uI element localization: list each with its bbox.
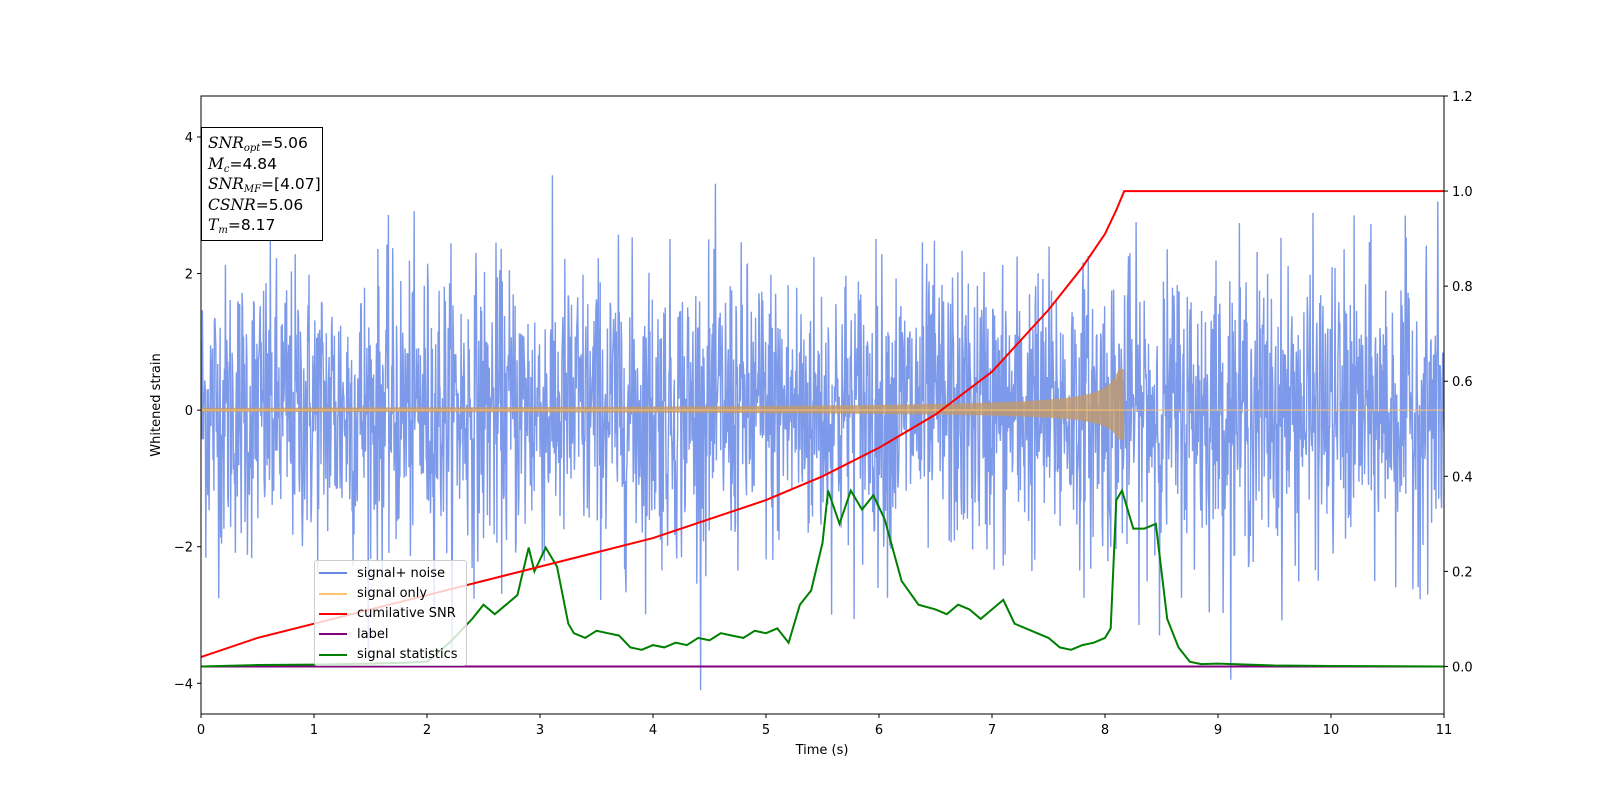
legend-label: cumilative SNR: [357, 606, 456, 622]
legend-swatch: [319, 653, 347, 656]
series-signal-statistics: [201, 488, 1444, 668]
info-snr-mf: SNRMF=[4.07]: [208, 175, 321, 195]
series-signal-plus-noise: [201, 175, 1444, 691]
y-right-tick-label: 1.2: [1452, 90, 1473, 105]
y-right-tick-label: 0.8: [1452, 280, 1473, 295]
legend-label: signal+ noise: [357, 565, 446, 581]
y-right-tick-label: 0.6: [1452, 375, 1473, 390]
x-axis-label: Time (s): [795, 743, 849, 758]
info-box: SNRopt=5.06 Mc=4.84 SNRMF=[4.07] CSNR=5.…: [201, 127, 323, 241]
snr-opt-value: 5.06: [273, 134, 308, 152]
y-axis-left: −4 −2 0 2 4: [174, 131, 201, 692]
legend-item-label: label: [319, 624, 466, 644]
csnr-value: 5.06: [268, 195, 304, 214]
legend: signal+ noise signal only cumilative SNR…: [314, 560, 467, 666]
legend-label: signal statistics: [357, 647, 458, 663]
x-tick-label: 9: [1214, 723, 1222, 738]
legend-item-signal-noise: signal+ noise: [319, 563, 466, 583]
y-right-tick-label: 0.2: [1452, 565, 1473, 580]
info-mc: Mc=4.84: [208, 154, 277, 175]
x-tick-label: 3: [536, 723, 544, 738]
y-left-tick-label: 2: [185, 268, 193, 283]
legend-swatch: [319, 612, 347, 615]
x-tick-label: 8: [1101, 723, 1109, 738]
legend-item-signal-statistics: signal statistics: [319, 645, 466, 665]
y-right-tick-label: 0.0: [1452, 660, 1473, 675]
x-tick-label: 1: [310, 723, 318, 738]
legend-item-signal-only: signal only: [319, 583, 466, 603]
x-tick-label: 6: [875, 723, 883, 738]
x-tick-label: 2: [423, 723, 431, 738]
y-axis-label: Whitened strain: [149, 353, 164, 456]
x-axis: 0 1 2 3 4 5 6 7 8 9 10 11: [197, 714, 1452, 738]
x-tick-label: 0: [197, 723, 205, 738]
x-tick-label: 4: [649, 723, 657, 738]
legend-swatch: [319, 572, 347, 575]
legend-item-cumulative-snr: cumilative SNR: [319, 604, 466, 624]
x-tick-label: 10: [1323, 723, 1340, 738]
mc-value: 4.84: [242, 154, 277, 173]
y-left-tick-label: −4: [174, 677, 193, 692]
tm-value: 8.17: [240, 216, 276, 234]
x-tick-label: 5: [762, 723, 770, 738]
snr-mf-value: [4.07]: [274, 175, 321, 193]
y-right-tick-label: 1.0: [1452, 185, 1473, 200]
legend-label: label: [357, 626, 389, 642]
plot-frame: [200, 95, 1445, 715]
y-left-tick-label: 4: [185, 131, 193, 146]
legend-swatch: [319, 592, 347, 595]
x-tick-label: 7: [988, 723, 996, 738]
series-signal-only-envelope: [201, 369, 1125, 440]
info-snr-opt: SNRopt=5.06: [208, 134, 308, 154]
x-tick-label: 11: [1436, 723, 1453, 738]
y-left-tick-label: −2: [174, 541, 193, 556]
legend-swatch: [319, 633, 347, 636]
y-axis-right: 0.0 0.2 0.4 0.6 0.8 1.0 1.2: [1444, 90, 1473, 675]
y-left-tick-label: 0: [185, 404, 193, 419]
y-right-tick-label: 0.4: [1452, 470, 1473, 485]
info-csnr: CSNR=5.06: [208, 195, 304, 214]
info-tm: Tm=8.17: [208, 216, 276, 236]
legend-label: signal only: [357, 586, 428, 602]
